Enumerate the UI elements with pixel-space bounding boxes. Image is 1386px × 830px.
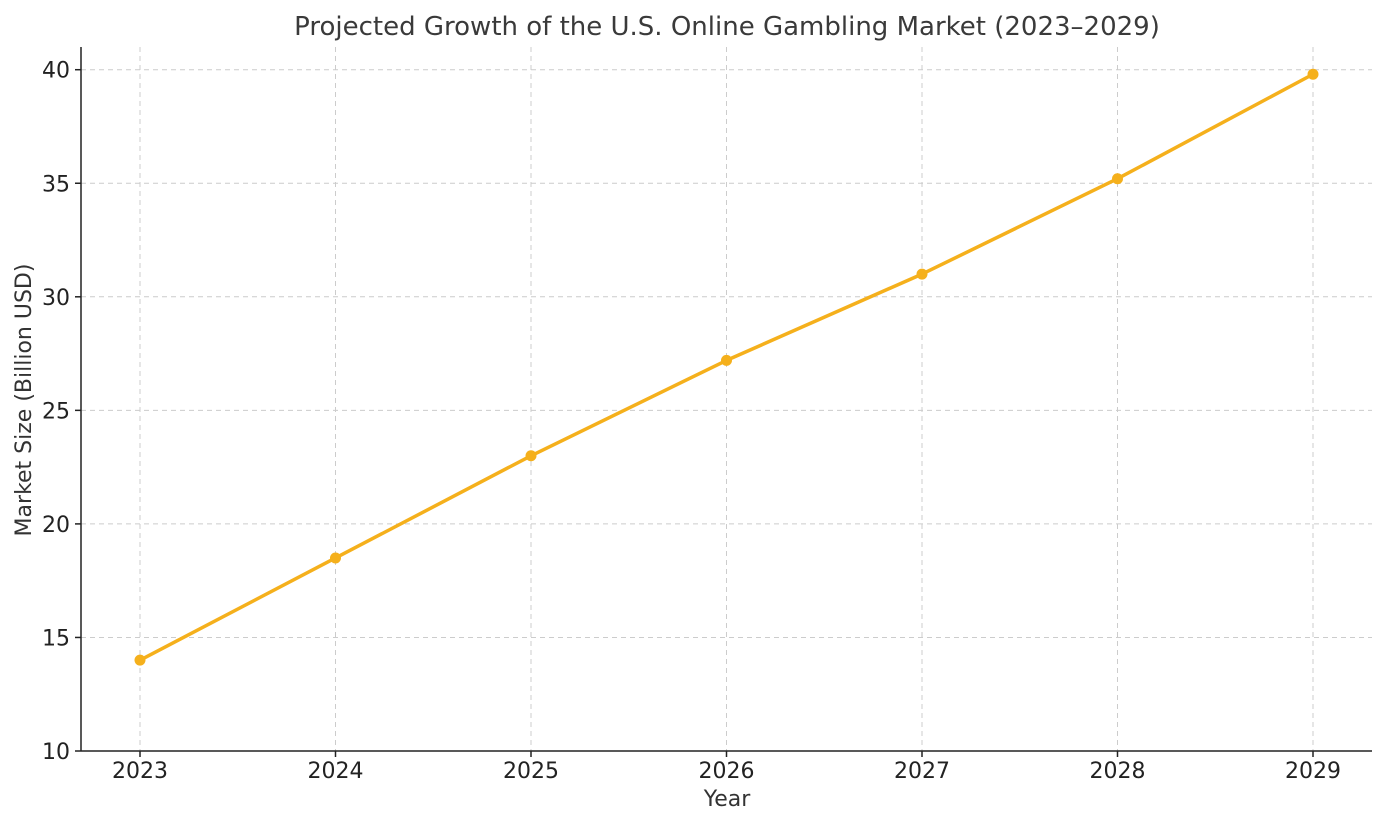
y-tick-label: 35 xyxy=(42,172,70,197)
x-tick-label: 2028 xyxy=(1090,759,1146,784)
x-tick-label: 2027 xyxy=(894,759,950,784)
y-tick-label: 30 xyxy=(42,286,70,311)
x-tick-label: 2029 xyxy=(1285,759,1341,784)
data-point[interactable] xyxy=(330,552,341,564)
data-point[interactable] xyxy=(1307,68,1319,80)
y-tick-label: 20 xyxy=(42,513,70,538)
y-tick-label: 15 xyxy=(42,626,70,651)
chart-title: Projected Growth of the U.S. Online Gamb… xyxy=(294,12,1160,42)
data-point[interactable] xyxy=(525,450,537,462)
y-tick-label: 25 xyxy=(42,399,70,424)
x-tick-label: 2026 xyxy=(699,759,755,784)
data-point[interactable] xyxy=(134,654,146,666)
data-point[interactable] xyxy=(1112,173,1123,185)
grid xyxy=(81,47,1372,751)
x-tick-label: 2024 xyxy=(308,759,364,784)
y-tick-label: 10 xyxy=(42,740,70,765)
y-axis-label: Market Size (Billion USD) xyxy=(12,264,37,537)
ticks: 2023 2024 2025 2026 2027 2028 2029101520253035… xyxy=(42,59,1341,784)
x-axis-label: Year xyxy=(703,787,752,812)
data-point[interactable] xyxy=(721,354,732,366)
series-group xyxy=(134,68,1319,666)
x-tick-label: 2025 xyxy=(503,759,559,784)
y-tick-label: 40 xyxy=(42,59,70,84)
data-point[interactable] xyxy=(916,268,928,280)
x-tick-label: 2023 xyxy=(112,759,168,784)
